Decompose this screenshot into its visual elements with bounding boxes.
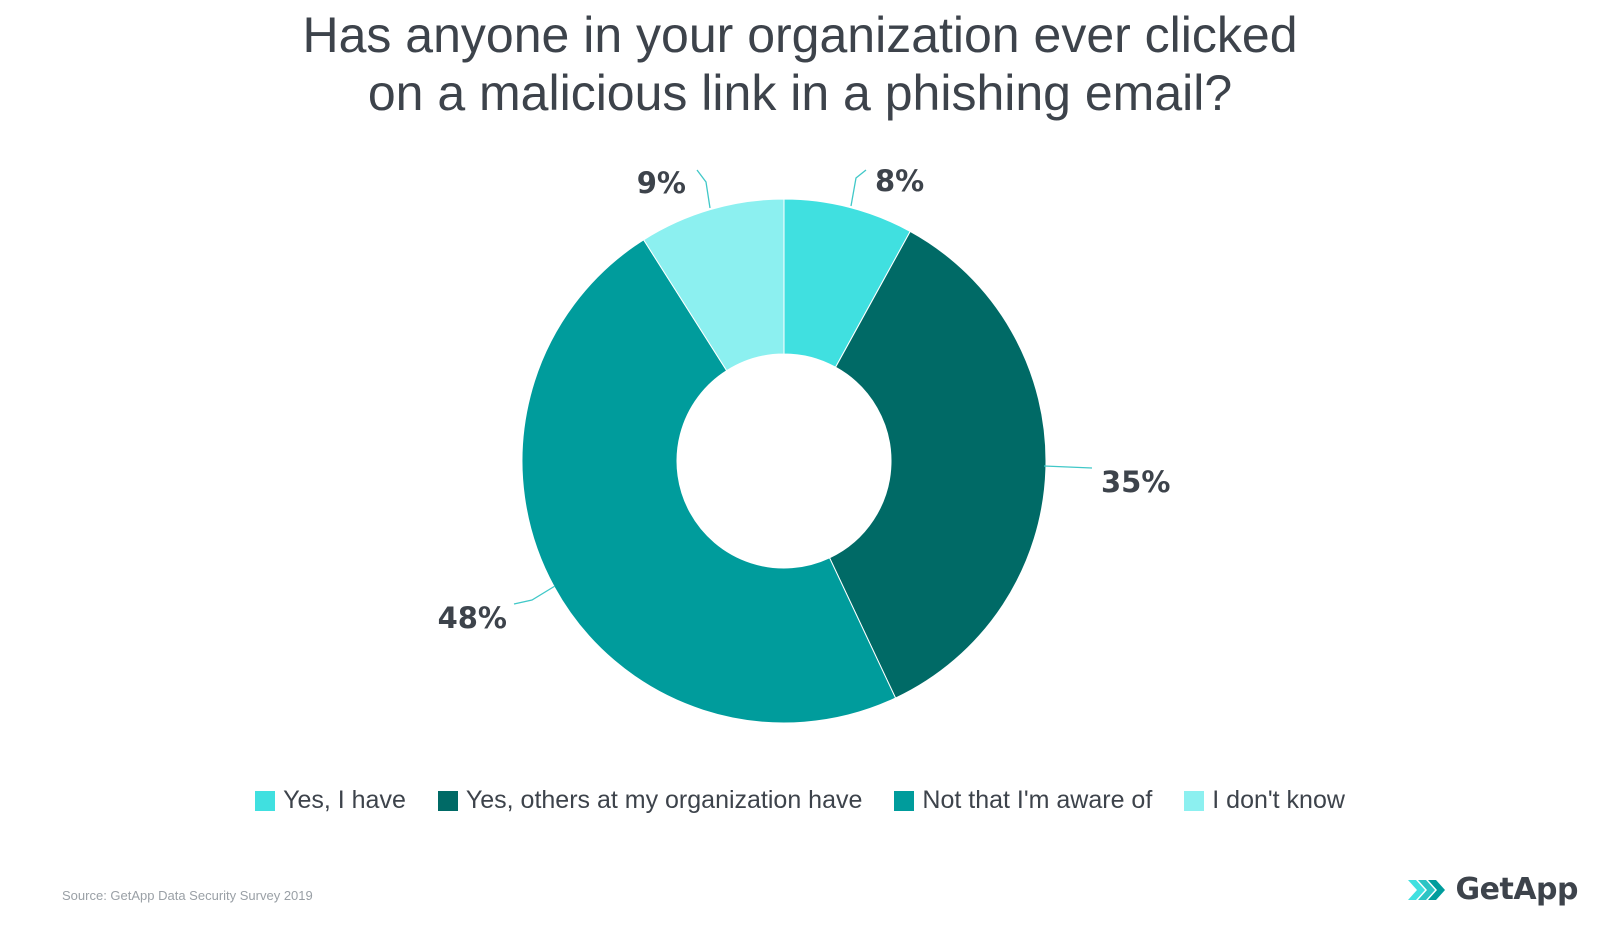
legend-item-dont-know: I don't know	[1184, 786, 1345, 815]
chart-legend: Yes, I have Yes, others at my organizati…	[0, 786, 1600, 815]
legend-swatch	[1184, 790, 1205, 811]
chart-title-line-2: on a malicious link in a phishing email?	[367, 65, 1233, 121]
legend-swatch	[437, 790, 458, 811]
getapp-chevrons-icon	[1407, 879, 1445, 900]
legend-label: Not that I'm aware of	[922, 786, 1153, 814]
leader-lines	[513, 169, 1093, 605]
chart-title-line-1: Has anyone in your organization ever cli…	[302, 7, 1298, 63]
slice-labels: 8% 35% 48% 9%	[438, 164, 1171, 635]
source-note: Source: GetApp Data Security Survey 2019	[62, 888, 313, 903]
chart-title: Has anyone in your organization ever cli…	[0, 6, 1600, 122]
slice-value-label-1: 8%	[875, 164, 924, 198]
legend-item-not-aware: Not that I'm aware of	[894, 786, 1152, 815]
slice-value-label-4: 9%	[637, 166, 686, 200]
slice-value-label-2: 35%	[1101, 465, 1170, 499]
donut-slice-3	[521, 239, 897, 724]
logo-text: GetApp	[1455, 872, 1579, 907]
leader-line-4	[696, 169, 711, 209]
donut-slice-4	[642, 198, 785, 372]
legend-label: Yes, I have	[283, 786, 406, 814]
legend-item-yes-others: Yes, others at my organization have	[437, 786, 863, 815]
leader-line-1	[850, 169, 867, 207]
legend-swatch	[894, 790, 915, 811]
legend-item-yes-i-have: Yes, I have	[255, 786, 406, 815]
donut-slices	[521, 198, 1047, 724]
leader-line-3	[513, 585, 556, 605]
donut-slice-2	[828, 230, 1047, 699]
leader-line-2	[1043, 465, 1093, 469]
legend-swatch	[255, 790, 276, 811]
getapp-logo: GetApp	[1406, 872, 1579, 907]
slice-value-label-3: 48%	[438, 601, 507, 635]
legend-label: Yes, others at my organization have	[465, 786, 863, 814]
legend-label: I don't know	[1212, 786, 1345, 814]
